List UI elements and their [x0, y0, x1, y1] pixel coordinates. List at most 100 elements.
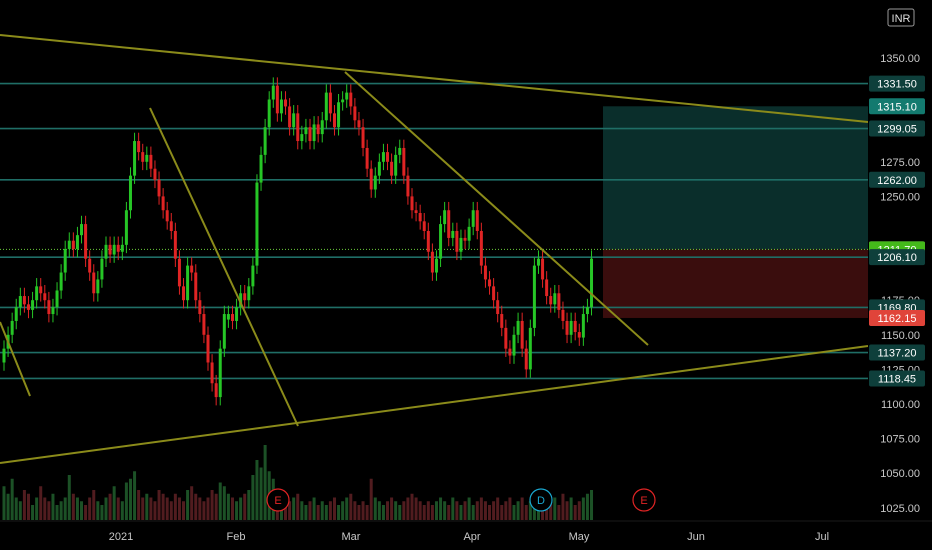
- candle-body: [488, 279, 492, 287]
- volume-bar: [357, 505, 361, 520]
- candle-body: [267, 99, 271, 128]
- price-tag-level: [869, 249, 925, 266]
- candle-body: [214, 383, 218, 398]
- volume-bar: [55, 505, 59, 520]
- mar-downtrend-line: [344, 71, 649, 346]
- candle-body: [149, 154, 153, 169]
- volume-bar: [483, 501, 487, 520]
- candle-body: [116, 244, 120, 252]
- candle-body: [524, 348, 528, 370]
- volume-bar: [516, 501, 520, 520]
- candle-body: [43, 293, 47, 301]
- candle-body: [39, 286, 43, 294]
- volume-bar: [414, 497, 418, 520]
- candle-body: [157, 179, 161, 197]
- volume-bar: [573, 505, 577, 520]
- price-tag-level: [869, 370, 925, 387]
- volume-bar: [124, 482, 128, 520]
- price-axis-background: [868, 0, 932, 550]
- candle-body: [120, 244, 124, 252]
- volume-bar: [88, 497, 92, 520]
- candle-body: [496, 300, 500, 315]
- volume-bar: [59, 501, 63, 520]
- jan-downtrend-line: [149, 107, 299, 427]
- volume-bar: [345, 497, 349, 520]
- candle-body: [263, 127, 267, 155]
- stop-zone: [603, 249, 868, 318]
- time-tick-label: Mar: [342, 531, 361, 543]
- volume-bar: [10, 478, 14, 520]
- candle-body: [512, 334, 516, 356]
- volume-bar: [300, 501, 304, 520]
- price-tag-label: 1206.10: [877, 252, 917, 264]
- volume-bar: [443, 501, 447, 520]
- currency-label: INR: [892, 13, 911, 25]
- candle-body: [279, 99, 283, 114]
- price-tag-label: 1137.20: [878, 348, 917, 360]
- candle-body: [545, 279, 549, 297]
- candle-body: [422, 221, 426, 231]
- candle-body: [569, 320, 573, 335]
- volume-bar: [439, 497, 443, 520]
- candle-body: [312, 124, 316, 142]
- candle-body: [332, 113, 336, 128]
- price-tag-label: 1262.00: [877, 175, 917, 187]
- candle-body: [100, 258, 104, 280]
- volume-bar: [251, 475, 255, 520]
- candle-body: [561, 309, 565, 321]
- trend-lines[interactable]: [0, 34, 869, 464]
- volume-bar: [312, 497, 316, 520]
- price-axis[interactable]: 1025.001050.001075.001100.001125.001150.…: [868, 0, 932, 550]
- volume-bar: [206, 497, 210, 520]
- volume-bar: [39, 486, 43, 520]
- candle-body: [255, 182, 259, 266]
- candle-body: [206, 334, 210, 363]
- volume-bar: [226, 493, 230, 520]
- volume-bar: [120, 501, 124, 520]
- candle-body: [292, 113, 296, 128]
- candle-body: [210, 362, 214, 384]
- candle-body: [112, 244, 116, 255]
- volume-bar: [410, 493, 414, 520]
- time-axis[interactable]: 2021 Feb Mar Apr May Jun Jul: [0, 520, 932, 550]
- candle-body: [84, 224, 88, 259]
- volume-bar: [255, 460, 259, 520]
- volume-bar: [31, 505, 35, 520]
- candle-body: [259, 154, 263, 183]
- price-tag-label: 1331.50: [877, 79, 917, 91]
- volume-bar: [116, 497, 120, 520]
- volume-bar: [373, 497, 377, 520]
- volume-bar: [377, 501, 381, 520]
- candle-body: [22, 296, 26, 305]
- candle-body: [369, 168, 373, 190]
- candle-body: [202, 314, 206, 335]
- candle-body: [565, 320, 569, 335]
- candle-body: [398, 147, 402, 155]
- volume-bar: [161, 493, 165, 520]
- event-marker-earnings: [632, 488, 656, 512]
- price-tag-level: [869, 171, 925, 188]
- volume-bar: [63, 497, 67, 520]
- candle-body: [243, 293, 247, 301]
- candle-body: [198, 300, 202, 315]
- volume-bar: [524, 505, 528, 520]
- candle-body: [296, 113, 300, 142]
- volume-bar: [51, 493, 55, 520]
- candle-body: [463, 237, 467, 241]
- price-tag-label: 1118.45: [878, 373, 916, 385]
- volume-bar: [80, 501, 84, 520]
- candle-body: [141, 152, 145, 162]
- currency-badge: INR: [887, 8, 915, 27]
- volume-bar: [137, 490, 141, 520]
- volume-bar: [259, 467, 263, 520]
- candle-body: [67, 240, 71, 249]
- horizontal-levels: [0, 82, 868, 380]
- candle-body: [590, 258, 594, 308]
- candle-body: [390, 161, 394, 176]
- volume-bar: [565, 501, 569, 520]
- candle-body: [443, 210, 447, 225]
- candle-body: [177, 258, 181, 287]
- candle-body: [410, 196, 414, 211]
